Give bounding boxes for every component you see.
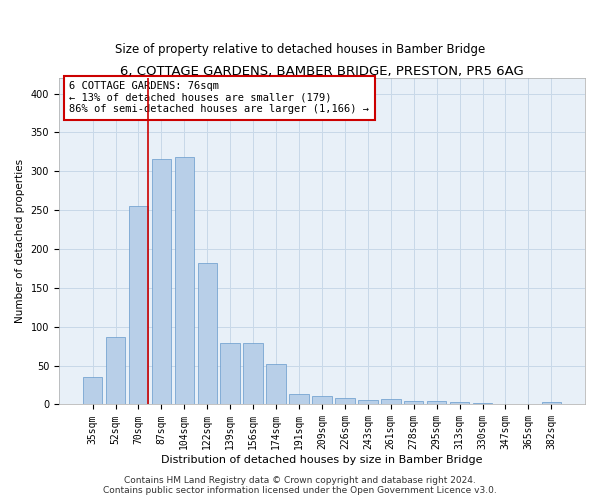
Bar <box>312 396 332 404</box>
Bar <box>335 398 355 404</box>
Bar <box>542 402 561 404</box>
Text: 6 COTTAGE GARDENS: 76sqm
← 13% of detached houses are smaller (179)
86% of semi-: 6 COTTAGE GARDENS: 76sqm ← 13% of detach… <box>70 82 370 114</box>
Bar <box>128 206 148 404</box>
Text: Size of property relative to detached houses in Bamber Bridge: Size of property relative to detached ho… <box>115 42 485 56</box>
Text: Contains HM Land Registry data © Crown copyright and database right 2024.
Contai: Contains HM Land Registry data © Crown c… <box>103 476 497 495</box>
Y-axis label: Number of detached properties: Number of detached properties <box>15 159 25 324</box>
Bar <box>404 400 424 404</box>
Bar <box>197 263 217 404</box>
Bar <box>358 400 377 404</box>
Bar <box>450 402 469 404</box>
X-axis label: Distribution of detached houses by size in Bamber Bridge: Distribution of detached houses by size … <box>161 455 483 465</box>
Title: 6, COTTAGE GARDENS, BAMBER BRIDGE, PRESTON, PR5 6AG: 6, COTTAGE GARDENS, BAMBER BRIDGE, PREST… <box>120 65 524 78</box>
Bar <box>83 378 103 404</box>
Bar <box>381 399 401 404</box>
Bar <box>473 403 492 404</box>
Bar <box>289 394 309 404</box>
Bar <box>427 402 446 404</box>
Bar <box>266 364 286 405</box>
Bar <box>106 337 125 404</box>
Bar <box>220 343 240 404</box>
Bar <box>152 159 171 404</box>
Bar <box>175 158 194 404</box>
Bar <box>244 343 263 404</box>
